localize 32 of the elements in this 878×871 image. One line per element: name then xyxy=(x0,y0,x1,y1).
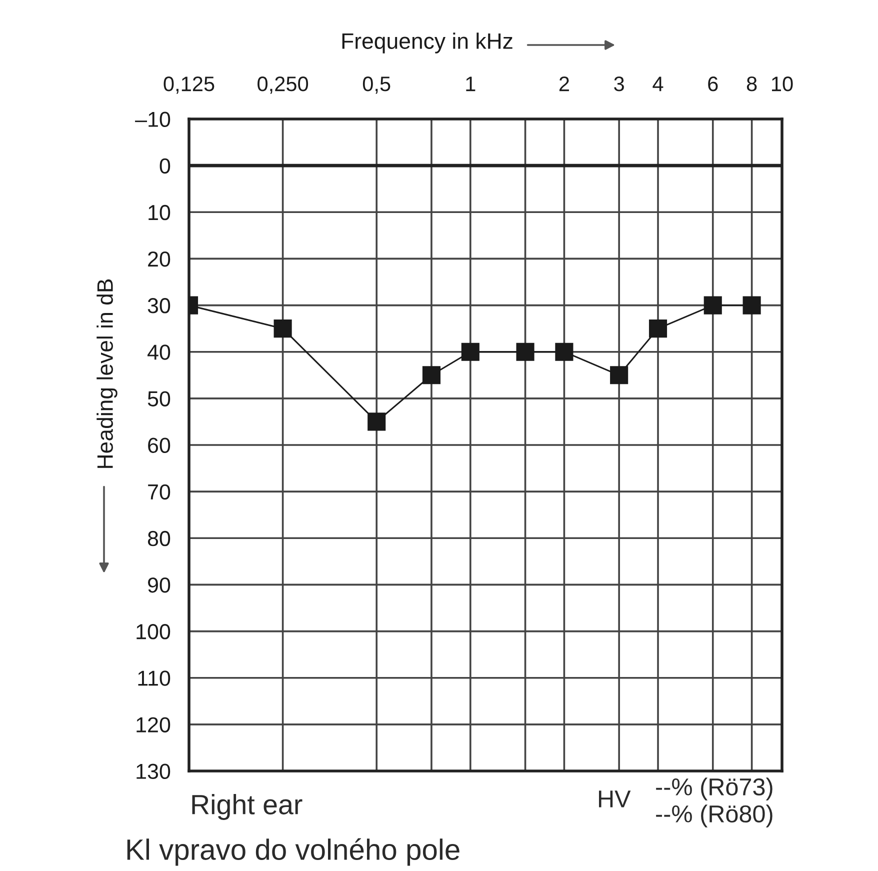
y-tick-label: 10 xyxy=(148,204,170,220)
y-axis-title: Heading level in dB xyxy=(96,279,118,468)
y-tick-label: 90 xyxy=(148,577,170,593)
x-tick-label: 10 xyxy=(772,76,793,92)
text: HV xyxy=(598,790,631,808)
x-tick-label: 2 xyxy=(559,76,569,92)
y-tick-label: 80 xyxy=(148,530,170,546)
x-tick-label: 6 xyxy=(708,76,718,92)
y-tick-label: 70 xyxy=(148,484,170,500)
y-tick-label: 40 xyxy=(147,344,170,360)
x-tick-label: 1 xyxy=(466,76,476,92)
x-tick-label: 0,5 xyxy=(362,76,390,94)
x-tick-label: 8 xyxy=(746,76,757,92)
y-tick-label: 20 xyxy=(148,251,170,267)
y-tick-label: 110 xyxy=(138,670,170,686)
y-tick-label: 130 xyxy=(136,764,170,780)
x-tick-label: 3 xyxy=(614,76,624,92)
x-tick-label: 4 xyxy=(652,76,664,92)
x-tick-label: 0,250 xyxy=(258,76,308,94)
text: Right ear xyxy=(192,794,302,820)
y-tick-label: 60 xyxy=(148,438,170,454)
text: --% (Rö73) xyxy=(656,778,772,800)
text: Kl vpravo do volného pole xyxy=(127,838,460,866)
y-tick-label: 50 xyxy=(148,391,170,406)
y-tick-label: 100 xyxy=(136,624,170,640)
y-tick-label: 30 xyxy=(148,298,170,314)
text: --% (Rö80) xyxy=(656,804,772,828)
y-tick-label: –10 xyxy=(135,112,170,128)
chart-title: Frequency in kHz xyxy=(342,32,512,54)
x-tick-label: 0,125 xyxy=(164,76,214,94)
y-tick-label: 0 xyxy=(160,158,170,174)
y-tick-label: 120 xyxy=(136,717,170,732)
